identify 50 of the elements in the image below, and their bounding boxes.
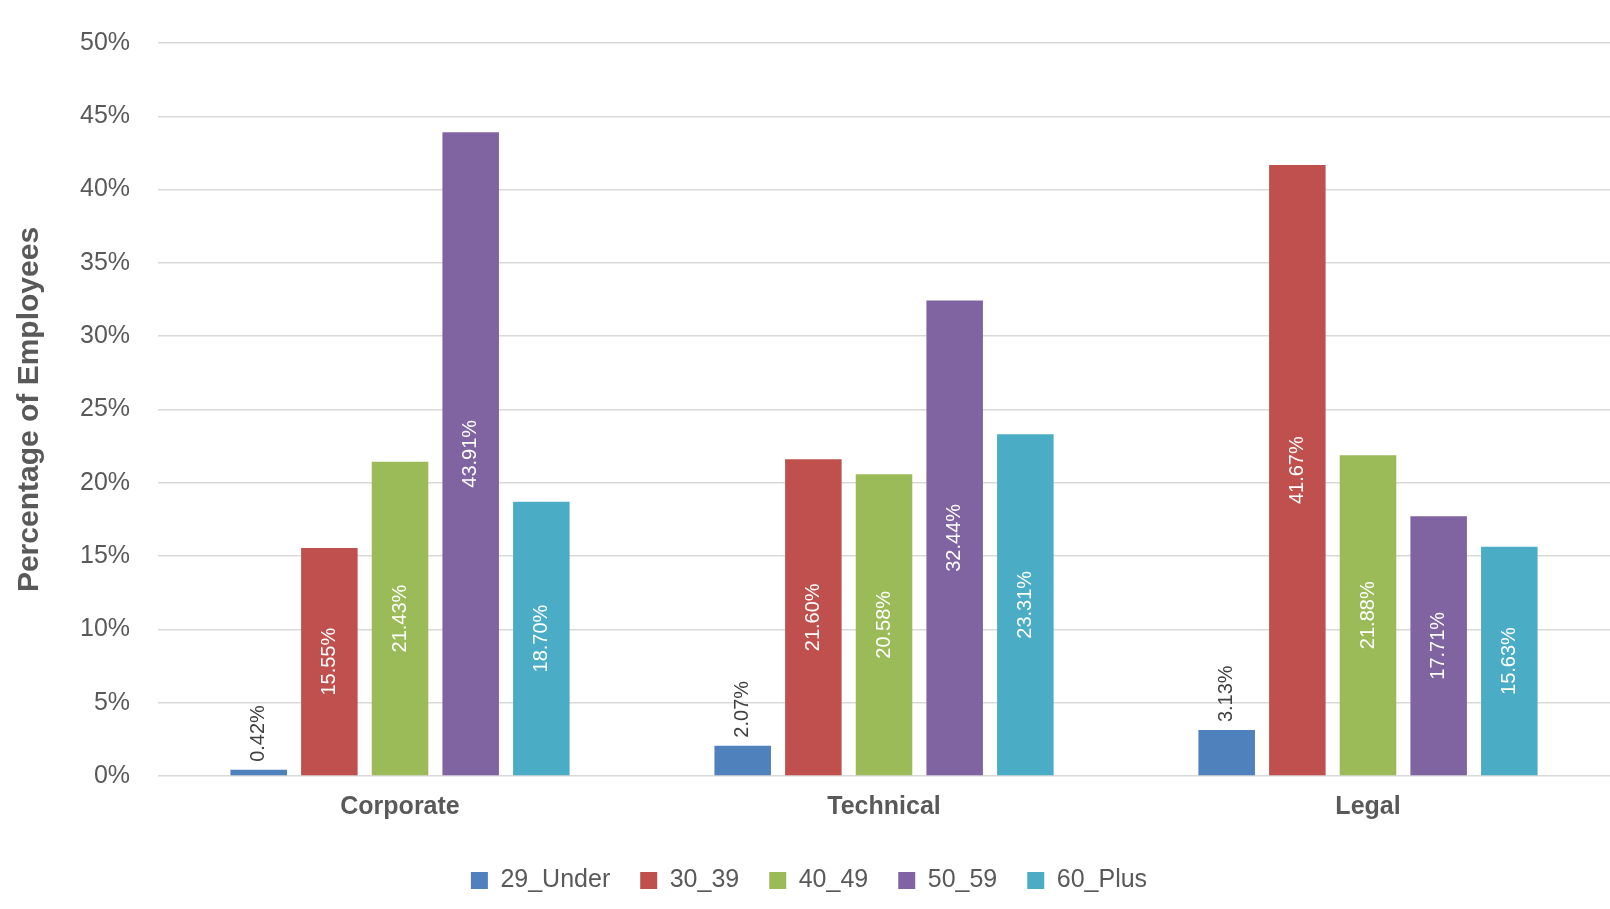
bar [301,548,358,776]
data-label: 15.55% [316,627,339,696]
bar [855,474,913,776]
data-label: 20.58% [871,590,894,659]
data-label: 32.44% [942,503,965,572]
x-tick-label: Technical [827,790,941,819]
bar [513,501,570,776]
bar [1481,546,1538,776]
bar [926,300,983,776]
data-label: 21.88% [1355,581,1378,650]
bar [1269,165,1326,776]
legend-label: 30_39 [669,864,740,893]
y-tick-label: 10% [79,613,131,642]
legend-label: 40_49 [798,864,869,893]
data-label: 23.31% [1012,570,1035,639]
legend-label: 60_Plus [1056,864,1148,893]
y-tick-label: 15% [79,539,131,568]
data-label: 18.70% [528,604,551,673]
y-axis-title: Percentage of Employees [11,226,45,593]
data-label: 43.91% [458,419,481,488]
data-label: 17.71% [1426,611,1449,680]
data-label: 41.67% [1284,436,1307,505]
y-tick-label: 35% [79,246,131,275]
legend-label: 50_59 [927,864,998,893]
data-label: 2.07% [730,680,753,738]
data-label: 21.43% [387,584,410,653]
bar [371,461,429,776]
bar [714,745,771,776]
data-label: 15.63% [1496,626,1519,695]
bar [997,434,1054,776]
y-tick-label: 0% [93,759,131,788]
y-tick-label: 50% [79,26,131,55]
x-tick-label: Corporate [340,790,460,819]
y-tick-label: 40% [79,173,131,202]
bar [230,769,287,776]
y-tick-label: 20% [79,466,131,495]
y-tick-label: 45% [79,100,131,129]
bar [1339,455,1397,776]
bar [1198,730,1255,776]
y-tick-label: 30% [79,320,131,349]
legend-label: 29_Under [500,864,611,893]
data-label: 0.42% [246,704,269,762]
data-label: 21.60% [800,583,823,652]
x-tick-label: Legal [1335,790,1401,819]
bar [442,132,499,776]
y-tick-label: 25% [79,393,131,422]
bar [1410,516,1467,776]
bar [785,459,842,776]
data-label: 3.13% [1214,665,1237,723]
y-tick-label: 5% [93,686,131,715]
